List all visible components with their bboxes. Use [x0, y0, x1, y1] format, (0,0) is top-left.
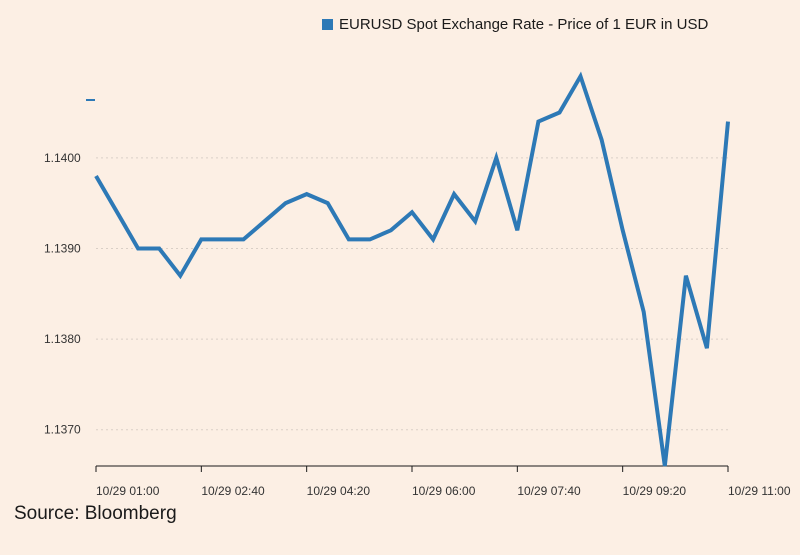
y-tick-label: 1.1370: [44, 423, 81, 437]
x-tick-label: 10/29 02:40: [201, 484, 265, 498]
x-tick-label: 10/29 06:00: [412, 484, 476, 498]
legend-swatch: [322, 19, 333, 30]
legend-label: EURUSD Spot Exchange Rate - Price of 1 E…: [339, 16, 709, 33]
y-tick-label: 1.1400: [44, 151, 81, 165]
series-line-eurusd: [94, 71, 730, 467]
y-tick-label: 1.1380: [44, 332, 81, 346]
source-note: Source: Bloomberg: [14, 503, 177, 524]
x-tick-label: 10/29 11:00: [728, 484, 791, 498]
y-tick-label: 1.1390: [44, 241, 81, 255]
x-tick-label: 10/29 01:00: [96, 484, 160, 498]
x-tick-label: 10/29 04:20: [307, 484, 371, 498]
x-tick-label: 10/29 09:20: [623, 484, 687, 498]
x-tick-label: 10/29 07:40: [517, 484, 581, 498]
legend: EURUSD Spot Exchange Rate - Price of 1 E…: [322, 16, 708, 33]
